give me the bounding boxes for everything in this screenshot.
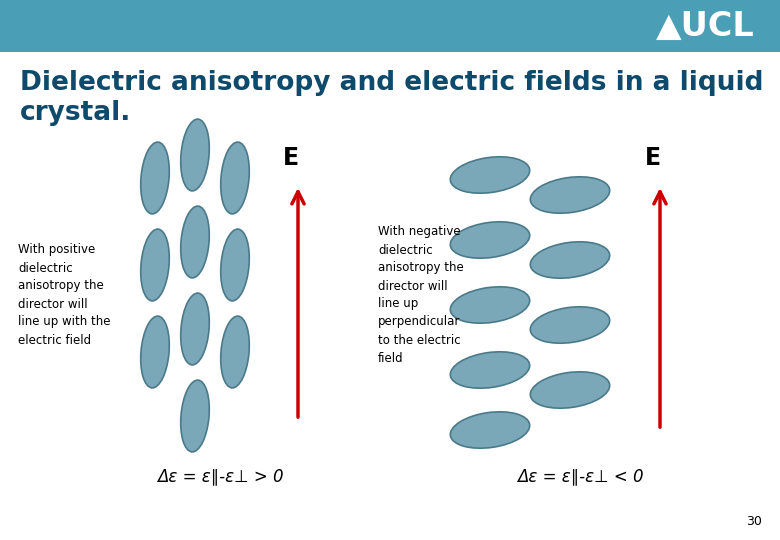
Text: Dielectric anisotropy and electric fields in a liquid: Dielectric anisotropy and electric field…	[20, 70, 764, 96]
Ellipse shape	[530, 372, 610, 408]
Ellipse shape	[450, 352, 530, 388]
Ellipse shape	[181, 119, 209, 191]
Text: Δε = ε∥-ε⊥ > 0: Δε = ε∥-ε⊥ > 0	[157, 467, 283, 485]
Ellipse shape	[140, 142, 169, 214]
Text: E: E	[283, 146, 299, 170]
Ellipse shape	[221, 229, 250, 301]
Ellipse shape	[530, 307, 610, 343]
Text: With positive
dielectric
anisotropy the
director will
line up with the
electric : With positive dielectric anisotropy the …	[18, 244, 111, 347]
Ellipse shape	[221, 142, 250, 214]
Bar	[0, 0, 780, 52]
Ellipse shape	[530, 177, 610, 213]
Text: With negative
dielectric
anisotropy the
director will
line up
perpendicular
to t: With negative dielectric anisotropy the …	[378, 226, 464, 364]
Ellipse shape	[140, 316, 169, 388]
Ellipse shape	[450, 412, 530, 448]
Ellipse shape	[450, 287, 530, 323]
Text: ▲UCL: ▲UCL	[656, 10, 755, 43]
Ellipse shape	[221, 316, 250, 388]
Ellipse shape	[181, 293, 209, 365]
Text: E: E	[645, 146, 661, 170]
Ellipse shape	[140, 229, 169, 301]
Text: 30: 30	[746, 515, 762, 528]
Ellipse shape	[181, 380, 209, 452]
Text: Δε = ε∥-ε⊥ < 0: Δε = ε∥-ε⊥ < 0	[516, 467, 644, 485]
Ellipse shape	[450, 157, 530, 193]
Text: crystal.: crystal.	[20, 100, 131, 126]
Ellipse shape	[450, 222, 530, 258]
Ellipse shape	[181, 206, 209, 278]
Ellipse shape	[530, 242, 610, 278]
